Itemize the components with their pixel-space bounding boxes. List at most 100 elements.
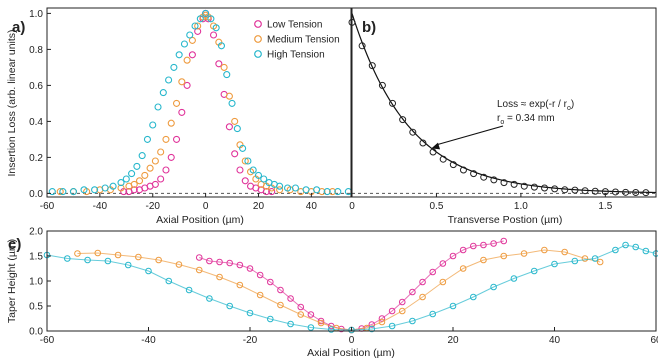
panel-a-xtick-label: 0 <box>203 201 209 212</box>
panel-b-point <box>459 166 467 174</box>
panel-a-point-low <box>157 175 165 183</box>
panel-c-ytick-label: 0.0 <box>29 327 43 338</box>
panel-a-point-high <box>165 76 173 84</box>
panel-a-point-low <box>225 123 233 131</box>
panel-a-point-high <box>254 171 263 179</box>
panel-a-point-high <box>154 103 162 111</box>
panel-a-ytick-label: 0.6 <box>29 81 43 92</box>
panel-a-ytick-label: 0.8 <box>29 45 43 56</box>
panel-a-point-high <box>217 42 226 50</box>
panel-b-fit-curve <box>351 13 657 194</box>
panel-c-point-high <box>368 325 376 333</box>
panel-b-point <box>632 189 640 196</box>
panel-a-point-high <box>212 24 220 32</box>
panel-a-ytick-label: 0.0 <box>29 189 43 200</box>
panel-c-xlabel: Axial Position (µm) <box>307 347 395 359</box>
panel-c-point-medium <box>480 256 487 264</box>
panel-a-letter: a) <box>12 19 25 36</box>
panel-a-point-high <box>170 63 178 71</box>
panel-b-xlabel: Transverse Postion (µm) <box>448 214 563 226</box>
panel-c-point-high <box>449 302 457 310</box>
panel-b-point <box>591 187 599 195</box>
panel-a-point-medium <box>162 135 170 143</box>
panel-a-point-medium <box>276 186 284 194</box>
panel-c-xtick-label: -60 <box>40 335 55 346</box>
panel-b-point <box>530 183 538 191</box>
panel-a-point-low <box>262 188 270 196</box>
panel-a-frame <box>46 7 352 198</box>
panel-c-ytick-label: 1.5 <box>29 252 43 263</box>
panel-a-point-high <box>191 22 199 30</box>
panel-c-point-high <box>409 317 416 325</box>
panel-c-point-medium <box>236 281 244 289</box>
panel-a-point-high <box>149 121 157 129</box>
panel-b-point <box>439 155 447 163</box>
panel-c-point-low <box>429 268 437 276</box>
panel-a-point-medium <box>117 184 125 192</box>
panel-c-ytick-label: 0.5 <box>29 302 43 313</box>
r0-symbol: r <box>497 113 501 124</box>
panel-c-point-high <box>642 247 650 255</box>
panel-c-point-high <box>206 295 213 302</box>
panel-c-point-low <box>490 240 497 247</box>
panel-c-point-high <box>246 309 254 317</box>
panel-c-point-low <box>409 288 416 296</box>
formula-subscript: o <box>567 105 571 112</box>
panel-c-point-medium <box>439 278 447 286</box>
panel-c-point-high <box>622 241 629 249</box>
panel-a-legend: Low Tension Medium Tension High Tension <box>254 20 340 61</box>
panel-c-point-high <box>490 283 497 291</box>
panel-a-ytick-label: 0.4 <box>29 117 43 128</box>
panel-c-point-medium <box>317 319 325 327</box>
panel-c-point-medium <box>459 265 467 272</box>
panel-c-point-medium <box>175 261 183 268</box>
panel-c-xtick-label: -20 <box>243 335 258 346</box>
panel-c-line-medium <box>77 249 601 331</box>
panel-a-point-medium <box>328 188 337 196</box>
panel-a-point-low <box>130 186 138 194</box>
panel-a-point-medium <box>178 78 186 86</box>
panel-c-point-low <box>419 278 426 286</box>
panel-c-point-low <box>317 317 325 325</box>
panel-a-point-high <box>109 182 117 190</box>
panel-a-point-medium <box>183 56 191 64</box>
panel-b-xtick-label: 0.5 <box>429 201 443 212</box>
panel-b-point <box>611 188 619 196</box>
panel-c-point-low <box>307 311 315 318</box>
panel-a-point-low <box>151 180 159 188</box>
panel-c-xtick-label: 40 <box>549 335 561 346</box>
panel-a-point-high <box>302 186 310 194</box>
panel-c-point-low <box>216 258 223 266</box>
panel-c-point-medium <box>277 301 284 309</box>
panel-a-point-high <box>313 186 321 194</box>
panel-a-point-high <box>239 144 247 152</box>
panel-a-point-low <box>215 60 223 68</box>
panel-a-point-high <box>284 184 292 192</box>
panel-a-point-low <box>188 51 196 59</box>
panel-c-point-low <box>226 259 233 267</box>
panel-c-point-medium <box>500 252 508 260</box>
panel-c-frame <box>46 230 657 332</box>
panel-a-ytick-label: 1.0 <box>29 9 43 20</box>
panel-b-point <box>409 128 417 136</box>
legend-label-high: High Tension <box>267 50 325 61</box>
formula-close: ) <box>571 99 574 110</box>
panel-a-point-medium <box>167 119 175 127</box>
panel-b-point <box>520 182 528 190</box>
panel-a-xtick-label: -20 <box>146 201 161 212</box>
panel-c-point-high <box>591 255 599 262</box>
panel-b-point <box>480 173 488 181</box>
panel-a-point-low <box>178 108 186 116</box>
panel-a-point-low <box>268 188 276 196</box>
panel-c-point-medium <box>419 293 426 301</box>
panel-a-point-medium <box>56 188 64 196</box>
panel-c-point-high <box>530 267 538 275</box>
panel-c-point-medium <box>135 253 142 261</box>
panel-c-ytick-label: 2.0 <box>29 227 43 238</box>
panel-c-point-high <box>104 257 112 265</box>
panel-c-point-high <box>84 256 91 264</box>
panel-a-point-high <box>323 188 331 196</box>
panel-a-point-high <box>91 186 99 194</box>
panel-c-point-high <box>612 246 619 254</box>
panel-c-point-medium <box>581 255 589 262</box>
